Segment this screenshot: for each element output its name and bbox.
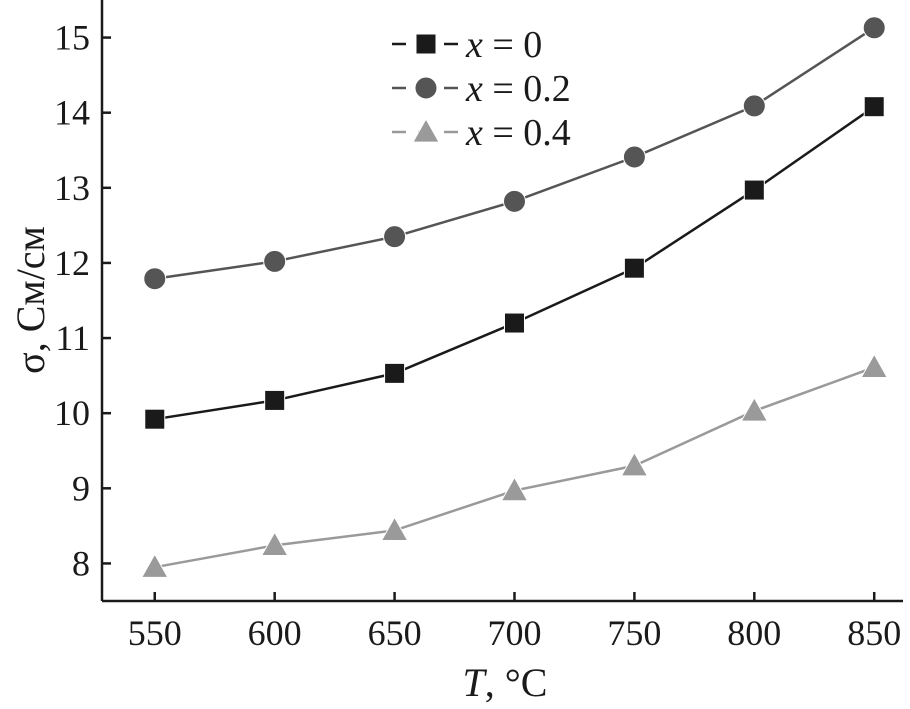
legend-label: x = 0 bbox=[465, 24, 542, 66]
x-tick-label: 650 bbox=[368, 613, 422, 653]
x-tick-label: 550 bbox=[128, 613, 182, 653]
data-point bbox=[384, 362, 406, 384]
legend-label: x = 0.4 bbox=[465, 112, 571, 154]
data-point bbox=[742, 94, 766, 118]
data-point bbox=[143, 267, 167, 291]
y-tick-label: 15 bbox=[54, 18, 90, 58]
data-point bbox=[263, 249, 287, 273]
y-tick-label: 14 bbox=[54, 93, 90, 133]
y-axis-title: σ, См/см bbox=[8, 226, 53, 374]
y-tick-label: 10 bbox=[54, 393, 90, 433]
y-tick-label: 8 bbox=[72, 543, 90, 583]
data-point bbox=[622, 145, 646, 169]
legend-label: x = 0.2 bbox=[465, 68, 571, 110]
data-point bbox=[860, 353, 889, 379]
data-point bbox=[500, 476, 529, 502]
series-0 bbox=[144, 96, 885, 430]
data-point bbox=[380, 516, 409, 542]
data-point bbox=[863, 96, 885, 118]
data-point bbox=[862, 16, 886, 40]
data-point bbox=[260, 531, 289, 557]
series-1 bbox=[143, 16, 886, 291]
x-tick-label: 700 bbox=[487, 613, 541, 653]
x-axis-title: T, °C bbox=[463, 660, 548, 705]
data-point bbox=[502, 189, 526, 213]
y-ticks: 8 9 10 11 12 13 14 15 bbox=[54, 18, 111, 583]
y-tick-label: 13 bbox=[54, 168, 90, 208]
series-2 bbox=[140, 353, 889, 578]
legend-marker bbox=[415, 33, 437, 55]
series-line bbox=[154, 366, 875, 569]
y-tick-label: 11 bbox=[55, 318, 90, 358]
x-tick-label: 750 bbox=[607, 613, 661, 653]
y-tick-label: 12 bbox=[54, 243, 90, 283]
data-point bbox=[264, 389, 286, 411]
data-point bbox=[620, 451, 649, 477]
data-point bbox=[740, 396, 769, 422]
x-tick-label: 600 bbox=[248, 613, 302, 653]
data-point bbox=[623, 257, 645, 279]
data-point bbox=[383, 225, 407, 249]
legend: x = 0x = 0.2x = 0.4 bbox=[392, 24, 571, 154]
data-point bbox=[140, 553, 169, 578]
data-point bbox=[144, 408, 166, 430]
data-point bbox=[743, 179, 765, 201]
legend-entry: x = 0.4 bbox=[392, 112, 571, 154]
x-tick-label: 800 bbox=[727, 613, 781, 653]
legend-marker bbox=[414, 76, 438, 100]
legend-entry: x = 0 bbox=[392, 24, 542, 66]
legend-entry: x = 0.2 bbox=[392, 68, 571, 110]
axes bbox=[100, 0, 903, 603]
legend-marker bbox=[412, 117, 440, 143]
data-point bbox=[503, 312, 525, 334]
x-tick-label: 850 bbox=[847, 613, 901, 653]
y-tick-label: 9 bbox=[72, 468, 90, 508]
series-layer bbox=[140, 16, 889, 578]
x-ticks: 550 600 650 700 750 800 850 bbox=[128, 592, 901, 653]
